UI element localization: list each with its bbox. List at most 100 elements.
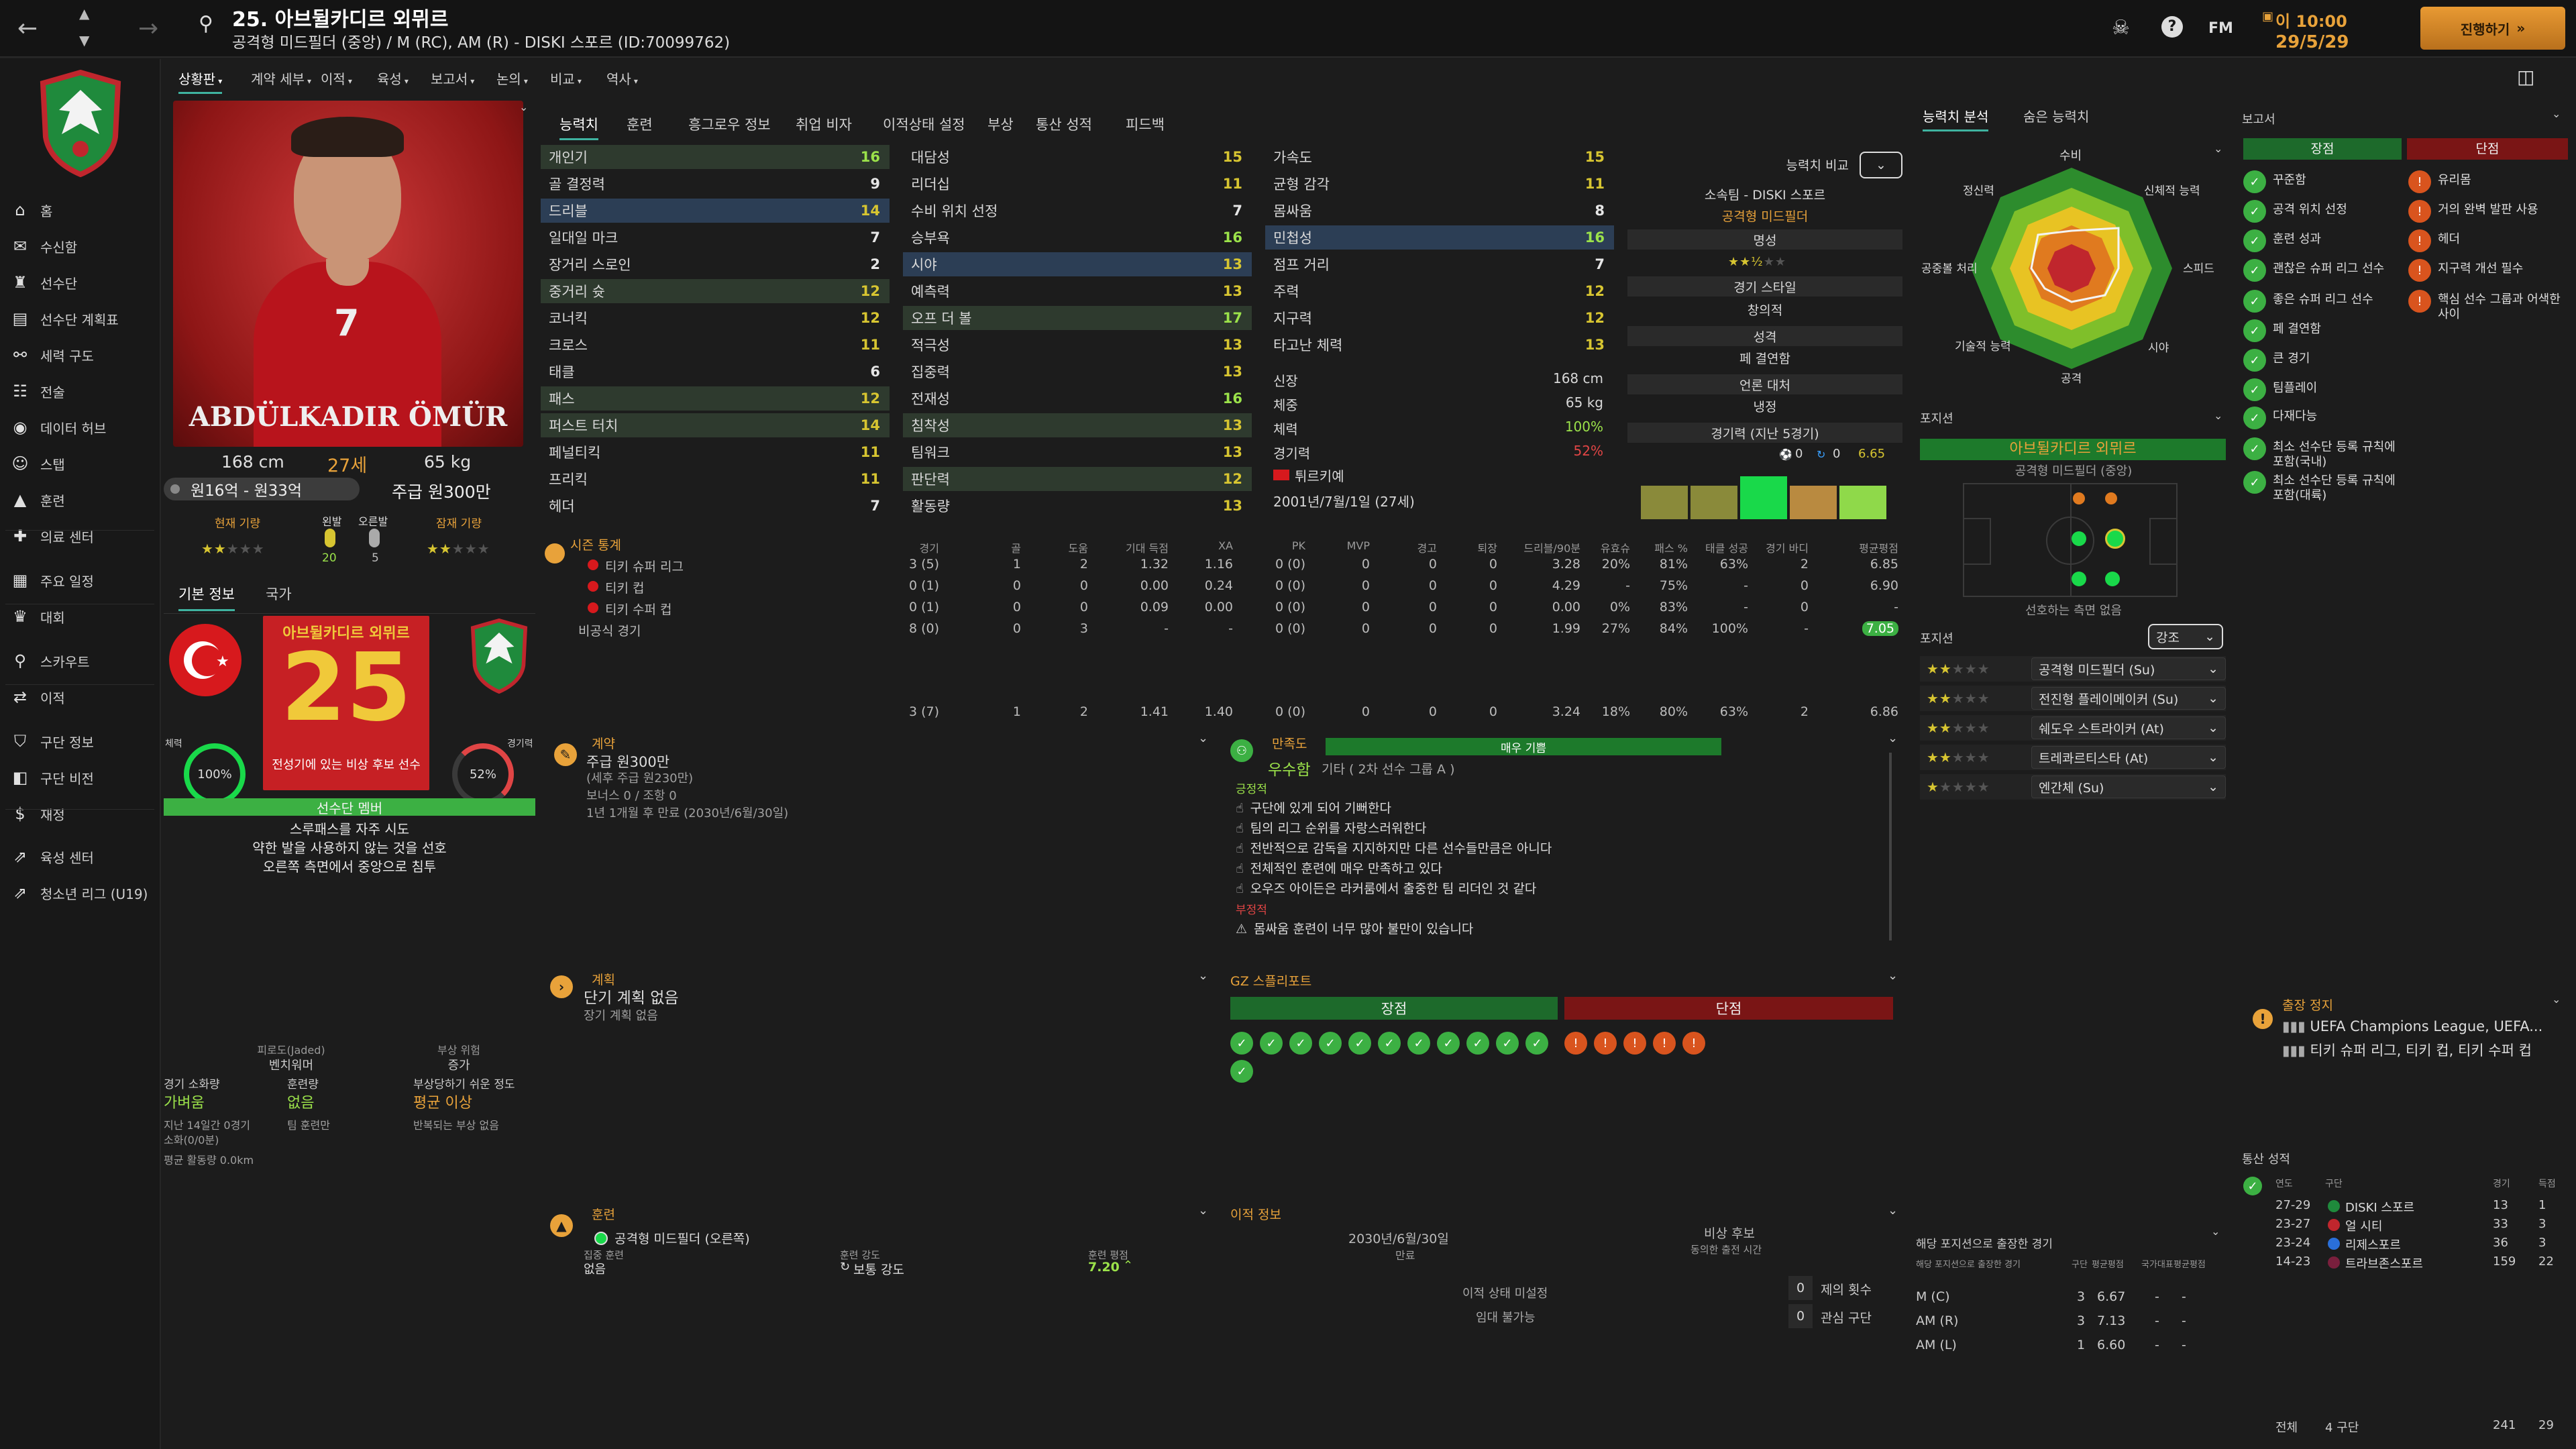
role-dropdown[interactable]: 엔간체 (Su) ⌄	[2031, 775, 2226, 798]
attr-row[interactable]: 중거리 슛 12	[541, 279, 890, 303]
whistle-icon[interactable]: ✓	[1437, 1032, 1460, 1055]
season-comp[interactable]: 티키 컵	[605, 581, 645, 596]
attr-row[interactable]: 프리킥 11	[541, 467, 890, 491]
subnav-tab[interactable]: 이적 ▾	[321, 68, 352, 88]
flag-icon[interactable]: ✓	[1525, 1032, 1548, 1055]
position-role-row[interactable]: ★★★★★ 엔간체 (Su) ⌄	[1920, 774, 2226, 800]
attr-row[interactable]: 몸싸움 8	[1265, 199, 1614, 223]
attr-row[interactable]: 주력 12	[1265, 279, 1614, 303]
ability-chevron[interactable]: ⌄	[2214, 142, 2223, 155]
club-logo[interactable]	[38, 70, 123, 177]
attr-row[interactable]: 팀워크 13	[903, 440, 1252, 464]
star-icon[interactable]: ✓	[1319, 1032, 1342, 1055]
sidebar-item-youth-league[interactable]: ⇗ 청소년 리그 (U19)	[0, 875, 158, 911]
tab-ability-analysis[interactable]: 능력치 분석	[1923, 106, 1989, 131]
career-club[interactable]: DISKI 스포르	[2345, 1201, 2415, 1215]
role-dropdown[interactable]: 쉐도우 스트라이커 (At) ⌄	[2031, 716, 2226, 739]
sidebar-item-development[interactable]: ⇗ 육성 센터	[0, 839, 158, 875]
sidebar-item-competitions[interactable]: ♛ 대회	[0, 598, 158, 635]
attr-tab[interactable]: 취업 비자	[796, 117, 852, 133]
report-chevron[interactable]: ⌄	[2552, 107, 2561, 120]
sidebar-item-club-info[interactable]: ⛉ 구단 정보	[0, 723, 158, 759]
pos-stats-chevron[interactable]: ⌄	[2211, 1225, 2220, 1238]
sidebar-item-training[interactable]: ▲ 훈련	[0, 482, 158, 518]
sidebar-item-home[interactable]: ⌂ 홈	[0, 192, 158, 228]
contract-chevron[interactable]: ⌄	[1198, 731, 1209, 745]
position-role-row[interactable]: ★★★★★ 공격형 미드필더 (Su) ⌄	[1920, 656, 2226, 682]
attr-row[interactable]: 대담성 15	[903, 145, 1252, 169]
attr-row[interactable]: 리더십 11	[903, 172, 1252, 196]
position-chevron[interactable]: ⌄	[2214, 409, 2223, 422]
plan-header[interactable]: 계획	[592, 973, 615, 987]
forward-icon[interactable]: →	[138, 15, 159, 42]
attr-row[interactable]: 지구력 12	[1265, 306, 1614, 330]
season-comp[interactable]: 티키 슈퍼 리그	[605, 559, 684, 574]
layout-icon[interactable]: ◫	[2517, 66, 2535, 88]
trend-icon[interactable]: ✓	[1348, 1032, 1371, 1055]
continue-button[interactable]: 진행하기 »	[2420, 7, 2565, 50]
attr-row[interactable]: 일대일 마크 7	[541, 225, 890, 250]
subnav-tab[interactable]: 육성 ▾	[377, 68, 409, 88]
attr-row[interactable]: 집중력 13	[903, 360, 1252, 384]
calendar-icon[interactable]: ▣	[2262, 9, 2274, 23]
sidebar-item-data-hub[interactable]: ◉ 데이터 허브	[0, 409, 158, 445]
attr-row[interactable]: 침착성 13	[903, 413, 1252, 437]
attr-row[interactable]: 수비 위치 선정 7	[903, 199, 1252, 223]
tab-basic-info[interactable]: 기본 정보	[178, 584, 235, 611]
attr-row[interactable]: 판단력 12	[903, 467, 1252, 491]
role-dropdown[interactable]: 트레콰르티스타 (At) ⌄	[2031, 746, 2226, 769]
stamina-icon[interactable]: !	[1653, 1032, 1676, 1055]
sidebar-item-medical[interactable]: ✚ 의료 센터	[0, 518, 158, 554]
role-dropdown[interactable]: 공격형 미드필더 (Su) ⌄	[2031, 657, 2226, 680]
attr-row[interactable]: 시야 13	[903, 252, 1252, 276]
plan-chevron[interactable]: ⌄	[1198, 969, 1209, 983]
attr-row[interactable]: 점프 거리 7	[1265, 252, 1614, 276]
fm-menu[interactable]: FM	[2208, 20, 2233, 37]
training-header[interactable]: 훈련	[592, 1208, 615, 1222]
help-icon[interactable]: ?	[2161, 16, 2183, 38]
collapse-chevron[interactable]: ⌄	[519, 101, 529, 113]
down-icon[interactable]: ▼	[79, 32, 90, 48]
sidebar-item-transfers[interactable]: ⇄ 이적	[0, 679, 158, 715]
compare-dropdown[interactable]: ⌄	[1860, 152, 1902, 178]
attr-row[interactable]: 타고난 체력 13	[1265, 333, 1614, 357]
attr-row[interactable]: 태클 6	[541, 360, 890, 384]
target-icon[interactable]: ✓	[1230, 1032, 1253, 1055]
attr-row[interactable]: 전재성 16	[903, 386, 1252, 411]
flask-icon[interactable]: !	[1682, 1032, 1705, 1055]
attr-row[interactable]: 가속도 15	[1265, 145, 1614, 169]
suspension-chevron[interactable]: ⌄	[2552, 993, 2561, 1006]
up-icon[interactable]: ▲	[79, 5, 90, 21]
attr-tab[interactable]: 부상	[987, 117, 1014, 133]
header-icon[interactable]: !	[1623, 1032, 1646, 1055]
attr-tab[interactable]: 훈련	[627, 117, 653, 133]
fist-icon[interactable]: ✓	[1378, 1032, 1401, 1055]
attr-tab[interactable]: 피드백	[1126, 117, 1165, 133]
position-role-row[interactable]: ★★★★★ 트레콰르티스타 (At) ⌄	[1920, 745, 2226, 770]
attr-tab[interactable]: 능력치	[559, 114, 598, 140]
career-club[interactable]: 얼 시티	[2345, 1220, 2383, 1234]
season-header[interactable]: 시즌 통계	[570, 538, 621, 553]
position-role-row[interactable]: ★★★★★ 전진형 플레이메이커 (Su) ⌄	[1920, 686, 2226, 711]
career-club[interactable]: 리제스포르	[2345, 1238, 2401, 1252]
attr-tab[interactable]: 이적상태 설정	[883, 117, 965, 133]
tab-nation[interactable]: 국가	[266, 586, 292, 602]
gz-header[interactable]: GZ 스플리포트	[1230, 974, 1312, 989]
attr-tab[interactable]: 흥그로우 정보	[688, 117, 771, 133]
role-dropdown[interactable]: 전진형 플레이메이커 (Su) ⌄	[2031, 687, 2226, 710]
attr-row[interactable]: 코너킥 12	[541, 306, 890, 330]
happiness-chevron[interactable]: ⌄	[1888, 731, 1898, 745]
transfer-header[interactable]: 이적 정보	[1230, 1208, 1281, 1222]
subnav-tab[interactable]: 계약 세부 ▾	[251, 68, 311, 88]
attr-row[interactable]: 적극성 13	[903, 333, 1252, 357]
gz-chevron[interactable]: ⌄	[1888, 969, 1898, 983]
position-role-row[interactable]: ★★★★★ 쉐도우 스트라이커 (At) ⌄	[1920, 715, 2226, 741]
search-icon[interactable]: ⚲	[199, 12, 213, 36]
attr-row[interactable]: 드리블 14	[541, 199, 890, 223]
attr-row[interactable]: 골 결정력 9	[541, 172, 890, 196]
tab-hidden-attrs[interactable]: 숨은 능력치	[2023, 109, 2090, 125]
subnav-tab[interactable]: 논의 ▾	[496, 68, 528, 88]
shield-icon[interactable]: ✓	[1230, 1060, 1253, 1083]
sidebar-item-scouting[interactable]: ⚲ 스카우트	[0, 643, 158, 679]
sidebar-item-schedule[interactable]: ▦ 주요 일정	[0, 562, 158, 598]
